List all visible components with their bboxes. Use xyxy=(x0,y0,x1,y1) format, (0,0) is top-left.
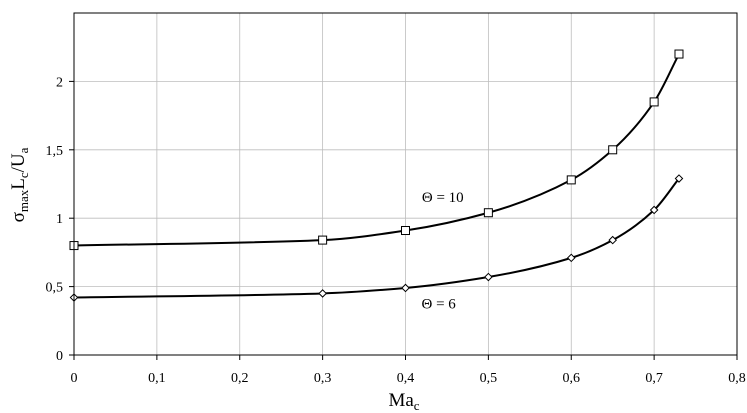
annotation-label: Θ = 10 xyxy=(422,190,464,206)
y-tick-label: 0,5 xyxy=(46,281,64,296)
data-point-diamond xyxy=(674,174,684,183)
x-tick-label: 0,3 xyxy=(314,371,332,386)
y-tick-label: 2 xyxy=(56,75,63,90)
data-point-square xyxy=(401,226,410,236)
y-axis-label-p1: σ xyxy=(8,212,29,222)
data-point-diamond xyxy=(318,289,327,298)
y-axis-label-s3: a xyxy=(16,147,31,153)
y-tick-label: 1,5 xyxy=(46,144,64,159)
annotations: Θ = 10 Θ = 6 xyxy=(422,190,464,313)
y-tick-label: 0 xyxy=(56,349,63,364)
x-ticks: 0 0,1 0,2 0,3 0,4 0,5 0,6 0,7 0,8 xyxy=(71,355,746,386)
x-tick-label: 0,2 xyxy=(231,371,249,386)
x-axis-label-sub: c xyxy=(414,398,420,413)
series-markers xyxy=(69,49,684,302)
series-lines xyxy=(73,53,680,299)
data-point-diamond xyxy=(484,272,493,282)
x-tick-label: 0,4 xyxy=(397,371,415,386)
data-point-square xyxy=(566,175,576,185)
x-axis-label: Mac xyxy=(388,390,419,413)
x-tick-label: 0 xyxy=(71,371,78,386)
y-axis-label-p2: L xyxy=(8,178,29,190)
x-tick-label: 0,6 xyxy=(563,371,581,386)
data-point-diamond xyxy=(401,283,410,293)
annotation-label: Θ = 6 xyxy=(422,296,457,312)
series-line-2 xyxy=(73,177,680,299)
y-ticks: 0 0,5 1 1,5 2 xyxy=(46,75,74,364)
x-tick-label: 0,8 xyxy=(728,371,746,386)
data-point-square xyxy=(674,49,684,59)
x-tick-label: 0,1 xyxy=(148,371,166,386)
data-point-diamond xyxy=(566,253,576,263)
grid xyxy=(73,13,738,356)
x-axis-label-main: Ma xyxy=(388,390,414,411)
y-axis-label-p3: /U xyxy=(8,153,29,172)
data-point-square xyxy=(649,97,659,107)
data-point-square xyxy=(483,208,493,218)
x-tick-label: 0,5 xyxy=(480,371,498,386)
y-axis-label: σmaxLc/Ua xyxy=(8,147,31,222)
y-axis-label-s1: max xyxy=(16,189,31,212)
data-point-square xyxy=(318,235,328,245)
data-point-square xyxy=(608,145,618,155)
y-axis-label-s2: c xyxy=(16,172,31,178)
y-tick-label: 1 xyxy=(56,212,63,227)
data-point-diamond xyxy=(649,205,659,215)
data-point-diamond xyxy=(608,235,617,245)
x-tick-label: 0,7 xyxy=(645,371,663,386)
